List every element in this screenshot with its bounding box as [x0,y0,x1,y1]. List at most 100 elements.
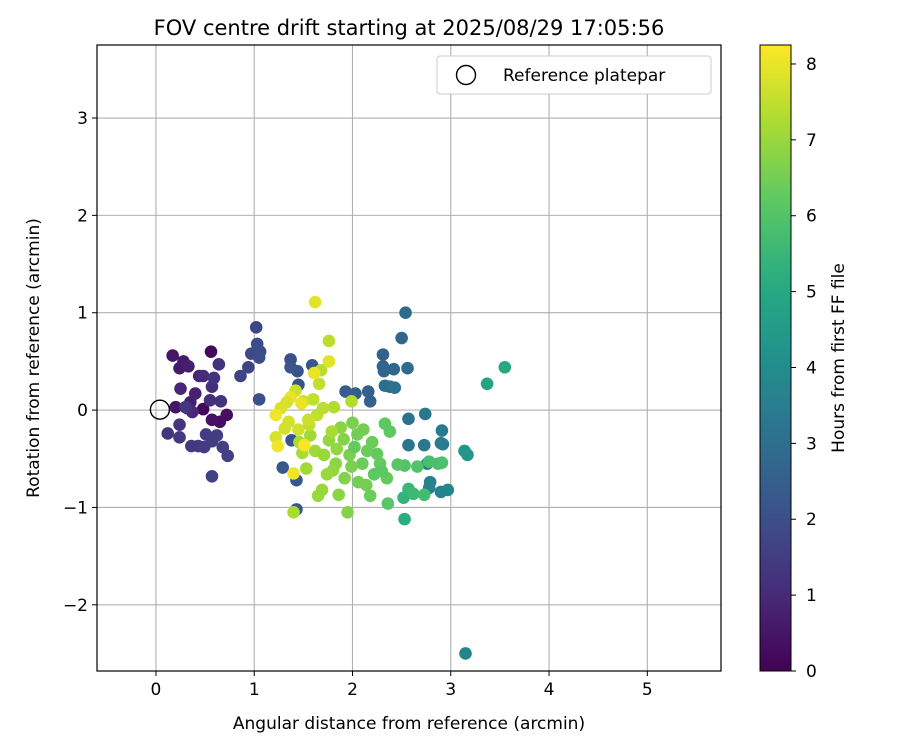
data-point [383,425,397,438]
data-point [221,449,234,463]
data-point [436,437,450,451]
data-point [402,438,415,452]
data-point [348,440,361,454]
data-point [360,444,374,458]
x-axis-label: Angular distance from reference (arcmin) [233,714,585,734]
grid-lines [97,45,721,671]
x-tick-label: 5 [642,680,653,700]
data-point [387,362,401,376]
data-point [395,331,408,345]
data-point [401,361,414,375]
data-point [388,381,402,394]
y-axis-label: Rotation from reference (arcmin) [24,218,44,498]
data-point [220,408,234,422]
data-point [341,506,354,519]
plot-frame [96,44,722,672]
data-point [169,400,182,414]
y-tick-label: 0 [77,401,88,421]
x-tick-label: 0 [151,680,162,700]
colorbar-tick-label: 2 [806,510,817,530]
data-point [311,489,325,503]
data-point [196,402,210,416]
colorbar-label: Hours from first FF file [829,263,849,453]
colorbar-tick-label: 3 [806,434,817,454]
data-point [398,512,411,526]
data-point [234,369,247,383]
colorbar-tick-label: 8 [806,55,817,75]
colorbar-tick-label: 6 [806,207,817,227]
data-point [287,467,300,480]
data-point [317,448,331,462]
data-point [363,395,377,408]
data-point [381,497,395,510]
data-point [376,348,390,361]
data-point [498,360,512,374]
colorbar-gradient [759,44,792,672]
data-point [435,424,449,437]
y-tick-label: −2 [63,596,88,616]
data-point [327,400,341,414]
colorbar-tick-label: 0 [806,662,817,682]
colorbar-ticks: 0 1 2 3 4 5 6 7 8 [791,55,817,682]
data-point [278,422,291,435]
data-point [298,438,311,452]
data-point [417,488,431,502]
data-point [204,345,218,358]
data-point [337,432,350,446]
data-point [303,429,317,442]
data-point [287,506,300,519]
data-point [417,438,431,452]
data-point [339,385,352,398]
data-point [271,439,285,453]
colorbar-tick-label: 4 [806,358,817,378]
data-point [411,460,424,473]
data-point [284,360,297,374]
data-point [306,393,320,406]
data-point [332,488,346,502]
data-point [242,360,255,374]
y-tick-label: 1 [77,304,88,324]
data-point [316,401,330,415]
legend-label: Reference platepar [503,66,665,86]
chart-title: FOV centre drift starting at 2025/08/29 … [154,16,665,40]
data-point [307,366,321,380]
y-tick-label: 3 [77,109,88,129]
y-tick-label: −1 [63,498,88,518]
data-point [203,394,217,407]
data-point [407,487,420,501]
data-point [377,364,391,378]
data-point [435,456,449,469]
data-point [269,408,283,422]
data-point [361,385,375,398]
data-point [173,431,186,444]
data-point [330,442,344,456]
data-point [161,427,175,440]
x-tick-label: 2 [347,680,358,700]
data-point [461,448,474,462]
colorbar: 0 1 2 3 4 5 6 7 8 Hours from first FF file [759,44,849,682]
data-point [363,489,377,503]
data-point [345,395,358,408]
data-point [182,359,195,373]
data-point [391,458,404,471]
y-tick-label: 2 [77,206,88,226]
data-point [212,358,226,371]
data-point [253,345,267,358]
data-point [351,428,364,441]
data-point [292,423,305,436]
legend-reference-marker [455,64,477,86]
data-point [399,306,412,320]
legend: Reference platepar [436,55,712,95]
data-point [205,469,219,483]
data-point [418,407,432,421]
data-point [459,647,472,660]
data-point [320,468,334,481]
data-point [276,461,290,474]
data-point [205,413,219,427]
data-point [375,465,389,478]
data-point [210,429,224,442]
x-tick-label: 1 [249,680,260,700]
data-point [300,462,313,475]
data-point [480,377,494,391]
